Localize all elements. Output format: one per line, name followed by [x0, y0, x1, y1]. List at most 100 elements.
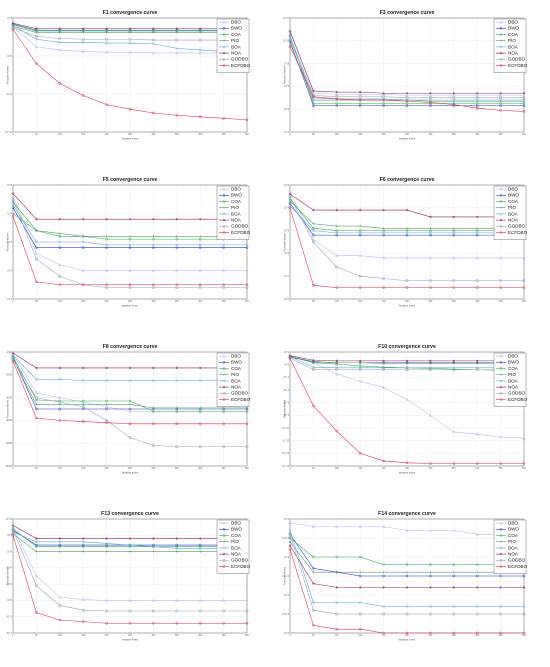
data-point	[452, 103, 456, 106]
data-point	[175, 46, 179, 50]
data-point	[358, 253, 362, 257]
x-tick-label: 100	[335, 468, 340, 470]
data-point	[312, 208, 315, 212]
y-tick-label: -2000	[6, 352, 13, 354]
y-tick-label: 10^-10	[5, 131, 13, 134]
data-point	[335, 570, 339, 574]
legend-marker	[222, 379, 226, 383]
series-pio	[11, 212, 249, 238]
data-point	[382, 359, 385, 363]
series-godbo	[288, 34, 526, 100]
y-tick-label: 10^8	[7, 534, 13, 537]
legend-entry: BOA	[231, 211, 242, 216]
y-axis-label: Function fitness	[6, 65, 10, 84]
data-point	[58, 240, 62, 244]
y-tick-label: -6000	[6, 397, 13, 399]
data-point	[288, 206, 292, 210]
data-point	[175, 237, 179, 241]
x-tick-label: 0	[289, 635, 291, 637]
legend-marker	[499, 392, 503, 395]
series-line	[12, 528, 247, 547]
legend-entry: BWO	[231, 26, 242, 31]
legend-marker	[499, 552, 503, 556]
series-line	[289, 46, 525, 112]
legend-marker	[222, 231, 226, 234]
data-point	[312, 608, 315, 612]
data-point	[11, 194, 15, 198]
x-tick-label: 0	[12, 468, 14, 470]
chart-panel: F5 convergence curve 0 50 100 150 200 250 300 35…	[5, 173, 269, 333]
x-tick-label: 500	[522, 134, 527, 136]
legend-marker	[499, 212, 503, 216]
data-point	[335, 97, 339, 101]
series-line	[12, 199, 247, 288]
data-point	[128, 422, 132, 426]
data-point	[198, 38, 202, 42]
data-point	[382, 631, 385, 635]
data-point	[35, 366, 38, 370]
data-point	[429, 286, 432, 289]
data-point	[382, 91, 385, 95]
x-tick-label: 50	[35, 635, 38, 637]
data-point	[58, 407, 62, 411]
y-tick-label: -4000	[6, 375, 13, 377]
data-point	[222, 422, 225, 426]
data-point	[128, 399, 132, 403]
x-tick-label: 50	[35, 301, 38, 303]
data-point	[81, 31, 85, 34]
legend-entry: COA	[508, 32, 519, 37]
series-line	[12, 24, 247, 32]
data-point	[11, 212, 15, 215]
data-point	[175, 243, 179, 247]
data-point	[81, 235, 85, 238]
x-tick-label: 250	[128, 134, 133, 136]
series-line	[289, 196, 524, 282]
data-point	[358, 359, 362, 363]
x-tick-label: 100	[335, 301, 340, 303]
data-point	[105, 550, 108, 553]
data-point	[311, 365, 315, 369]
x-axis-label: Iteration times	[122, 638, 139, 642]
data-point	[152, 537, 155, 540]
y-tick-label: 10^-4	[6, 632, 12, 635]
data-point	[429, 612, 432, 616]
legend-entry: NOA	[231, 51, 242, 56]
x-axis-label: Iteration times	[399, 471, 416, 475]
series-line	[289, 522, 524, 535]
data-point	[128, 283, 132, 287]
chart-panel: F8 convergence curve 0 50 100 150 200 250 300 35…	[5, 340, 269, 500]
y-tick-label: 10^-12	[282, 439, 290, 442]
series-ecfdbo	[288, 45, 526, 113]
data-point	[198, 406, 202, 410]
y-tick-label: 10^-10	[282, 427, 290, 430]
series-boa	[11, 24, 249, 57]
y-tick-label: 10^2	[7, 583, 13, 586]
data-point	[312, 404, 315, 408]
data-point	[522, 110, 526, 113]
y-tick-label: 10^10	[6, 518, 13, 521]
data-point	[58, 543, 62, 547]
legend-entry: BOA	[508, 545, 519, 550]
data-point	[152, 246, 155, 250]
legend-marker	[499, 64, 503, 67]
data-point	[11, 358, 15, 362]
series-line	[289, 29, 524, 96]
x-tick-label: 50	[312, 301, 315, 303]
data-point	[428, 231, 432, 235]
legend-marker	[222, 540, 226, 543]
legend-marker	[222, 218, 226, 222]
data-point	[198, 621, 202, 625]
series-line	[12, 527, 247, 601]
data-point	[81, 597, 85, 601]
data-point	[11, 24, 15, 28]
data-point	[198, 115, 202, 119]
data-point	[152, 237, 155, 241]
legend-entry: GODBO	[508, 558, 526, 563]
data-point	[175, 609, 179, 613]
data-point	[382, 227, 385, 230]
data-point	[11, 532, 15, 535]
data-point	[175, 38, 179, 42]
data-point	[198, 237, 202, 241]
legend-entry: PIO	[231, 205, 239, 210]
data-point	[288, 540, 292, 544]
